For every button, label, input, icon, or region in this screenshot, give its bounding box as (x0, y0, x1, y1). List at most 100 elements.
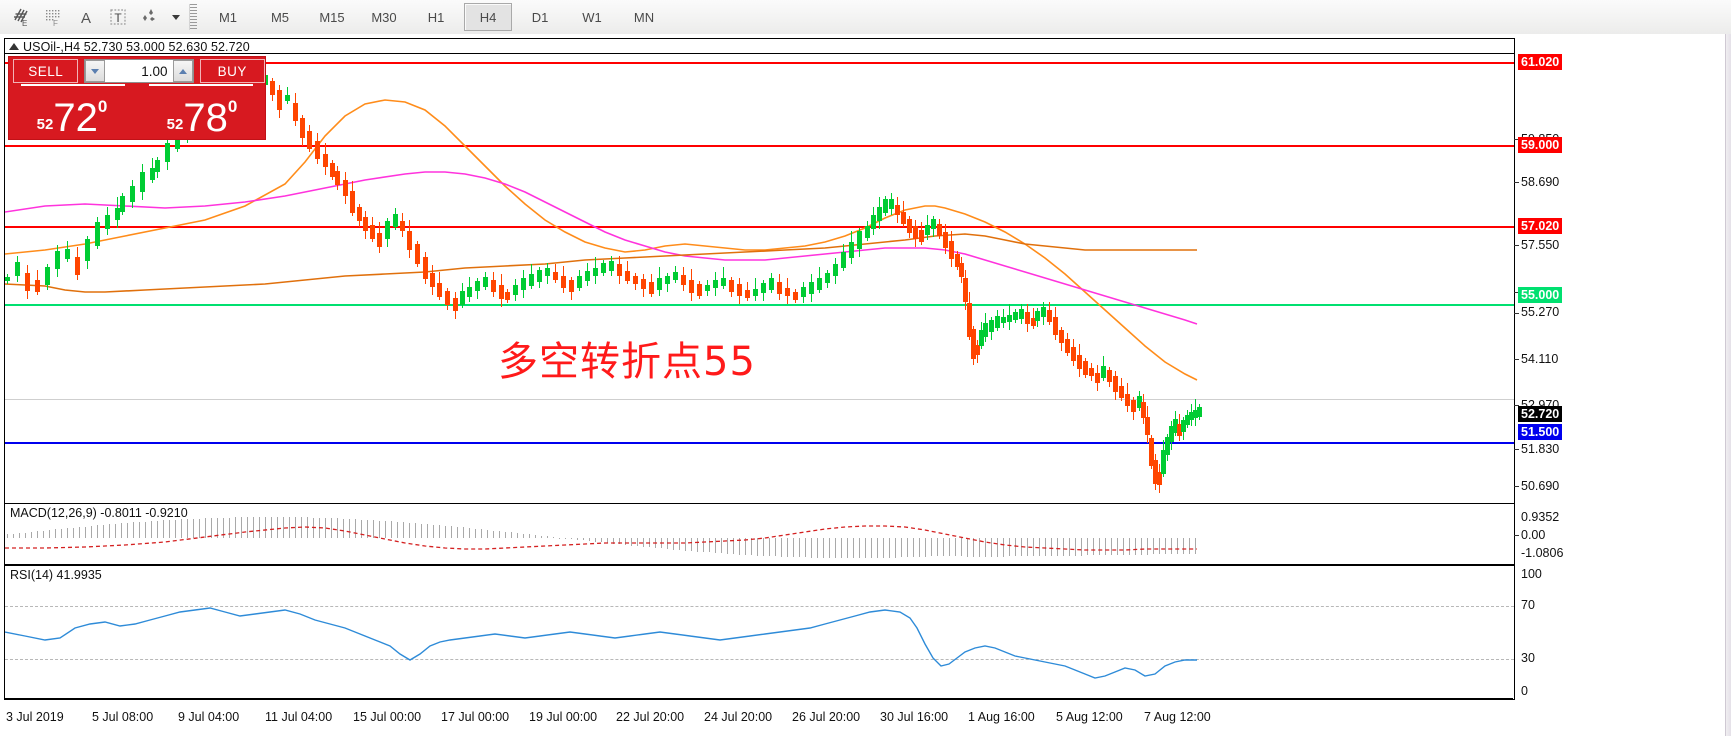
timeframe-h4[interactable]: H4 (464, 3, 512, 31)
macd-bar (361, 519, 362, 538)
macd-pane[interactable]: MACD(12,26,9) -0.8011 -0.9210 (4, 503, 1515, 565)
macd-bar (1015, 538, 1016, 557)
volume-value: 1.00 (141, 63, 168, 79)
macd-bar (517, 533, 518, 538)
macd-bar (283, 517, 284, 538)
price-marker-55000[interactable]: 55.000 (1518, 287, 1563, 303)
resistance-line-59000[interactable] (5, 145, 1514, 147)
macd-bar (595, 538, 596, 542)
resistance-line-61020[interactable] (5, 62, 1514, 64)
volume-decrement-button[interactable] (85, 60, 106, 82)
time-label-10: 30 Jul 16:00 (880, 710, 949, 724)
candle-body (1095, 372, 1100, 384)
candle-body (430, 272, 435, 288)
timeframe-m30[interactable]: M30 (371, 9, 397, 25)
timeframe-w1[interactable]: W1 (582, 9, 602, 25)
one-click-trade-panel[interactable]: SELL 1.00 BUY 52 72 0 52 78 0 (8, 56, 266, 140)
timeframe-m15[interactable]: M15 (319, 9, 345, 25)
timeframe-m5[interactable]: M5 (270, 9, 290, 25)
sell-price-display[interactable]: 52 72 0 (9, 87, 135, 141)
candle-body (705, 285, 710, 291)
objects-icon[interactable] (135, 3, 165, 31)
text-label-icon[interactable]: T (103, 3, 133, 31)
price-marker-57020[interactable]: 57.020 (1518, 218, 1563, 234)
buy-price-display[interactable]: 52 78 0 (139, 87, 265, 141)
candle-body (407, 230, 412, 250)
macd-bar (91, 525, 92, 538)
price-marker-51500[interactable]: 51.500 (1518, 424, 1563, 440)
price-marker-61020[interactable]: 61.020 (1518, 54, 1563, 70)
macd-label: MACD(12,26,9) -0.8011 -0.9210 (10, 506, 188, 520)
macd-bar (451, 526, 452, 538)
macd-bar (151, 521, 152, 538)
macd-bar (1045, 538, 1046, 557)
sell-button[interactable]: SELL (13, 59, 79, 83)
candle-body (569, 280, 574, 292)
macd-bar (493, 530, 494, 538)
macd-bar (439, 525, 440, 538)
timeframe-mn[interactable]: MN (633, 9, 655, 25)
macd-bar (715, 538, 716, 553)
candle-body (363, 216, 368, 232)
candle-body (955, 253, 960, 267)
volume-increment-button[interactable] (172, 60, 193, 82)
candle-body (817, 277, 822, 291)
vertical-scrollbar[interactable] (1725, 34, 1731, 736)
macd-bar (325, 517, 326, 538)
macd-bar (577, 538, 578, 540)
macd-bar (1195, 538, 1196, 555)
macd-bar (769, 538, 770, 557)
price-pane[interactable]: 多空转折点55 (4, 53, 1515, 504)
chart-annotation-text[interactable]: 多空转折点55 (498, 339, 756, 385)
gridline (5, 399, 1514, 400)
chart-area[interactable]: USOil-,H4 52.730 53.000 52.630 52.720 多空… (0, 34, 1731, 736)
macd-axis-max: 0.9352 (1521, 510, 1560, 524)
macd-axis-zero: 0.00 (1521, 528, 1546, 542)
candle-body (105, 214, 110, 230)
resistance-line-57020[interactable] (5, 226, 1514, 228)
candle-body (689, 279, 694, 293)
candle-body (1197, 407, 1202, 417)
buy-button[interactable]: BUY (199, 59, 265, 83)
collapse-triangle-icon[interactable] (9, 43, 19, 50)
toolbar-drag-handle[interactable] (189, 4, 197, 30)
candle-body (919, 229, 924, 243)
macd-bar (787, 538, 788, 557)
macd-bar (31, 531, 32, 538)
text-icon[interactable]: A (71, 3, 101, 31)
timeframe-d1[interactable]: D1 (531, 9, 549, 25)
macd-bar (937, 538, 938, 557)
candle-body (1101, 366, 1106, 378)
macd-bar (775, 538, 776, 557)
macd-bar (259, 517, 260, 538)
candle-body (1131, 400, 1136, 412)
candle-body (913, 225, 918, 239)
timeframe-h1[interactable]: H1 (427, 9, 445, 25)
time-label-13: 7 Aug 12:00 (1144, 710, 1211, 724)
candle-body (350, 191, 355, 213)
volume-input[interactable]: 1.00 (84, 59, 194, 83)
grid-icon[interactable]: F (39, 3, 69, 31)
time-axis-spine (4, 698, 1513, 699)
price-marker-59000[interactable]: 59.000 (1518, 137, 1563, 153)
candle-body (737, 283, 742, 297)
candle-body (285, 95, 290, 101)
macd-bar (241, 517, 242, 538)
macd-bar (343, 518, 344, 538)
timeframe-m1[interactable]: M1 (218, 9, 238, 25)
candle-body (1177, 424, 1182, 436)
candle-body (809, 282, 814, 294)
buy-price-main: 78 (183, 96, 228, 141)
rsi-pane[interactable]: RSI(14) 41.9935 (4, 565, 1515, 700)
indicators-icon[interactable]: E (7, 3, 37, 31)
macd-bar (991, 538, 992, 557)
sell-price-main: 72 (53, 96, 98, 141)
support-line-55000[interactable] (5, 304, 1514, 306)
macd-bar (961, 538, 962, 557)
objects-dropdown-caret-icon[interactable] (167, 3, 183, 31)
price-tick-50690: 50.690 (1521, 479, 1560, 493)
macd-bar (103, 524, 104, 538)
macd-bar (793, 538, 794, 558)
support-line-51500[interactable] (5, 442, 1514, 444)
candle-body (649, 282, 654, 294)
